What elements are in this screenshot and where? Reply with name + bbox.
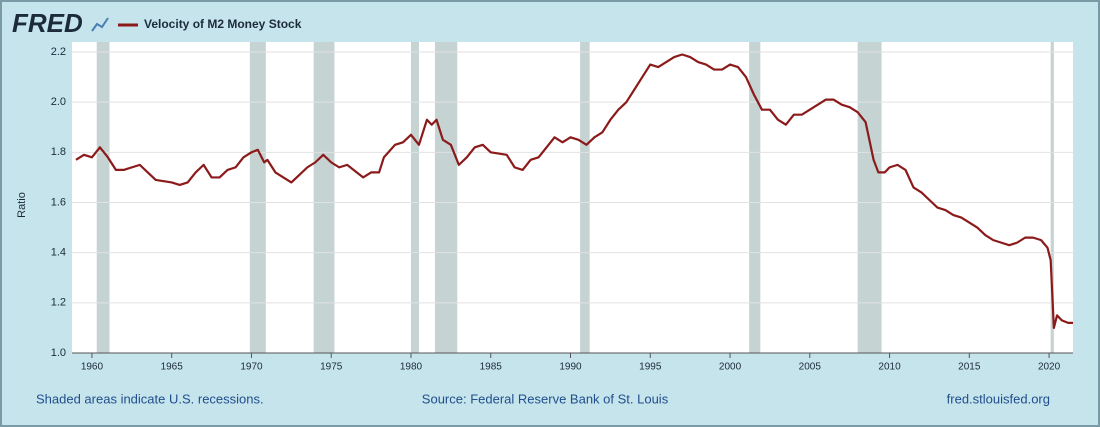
- x-tick-label: 2005: [799, 362, 822, 373]
- x-tick-label: 1995: [639, 362, 662, 373]
- recession-band: [249, 42, 266, 353]
- x-tick-label: 2000: [719, 362, 742, 373]
- data-layer: [75, 53, 1073, 330]
- y-tick-label: 2.2: [51, 46, 66, 58]
- x-tick-label: 2010: [878, 362, 901, 373]
- legend-label: Velocity of M2 Money Stock: [144, 17, 302, 31]
- grid-layer: 1.0 1.2 1.4 1.6 1.8 2.0 2.2 1960 1965 1970 1975 198…: [51, 46, 1073, 373]
- x-tick-label: 1975: [320, 362, 343, 373]
- recession-band: [580, 42, 590, 353]
- y-tick-label: 1.0: [51, 347, 66, 359]
- recession-band: [434, 42, 458, 353]
- x-tick-label: 2020: [1038, 362, 1061, 373]
- x-tick-label: 1960: [81, 362, 104, 373]
- x-tick-label: 1980: [400, 362, 423, 373]
- recession-band: [313, 42, 335, 353]
- y-tick-label: 2.0: [51, 96, 66, 108]
- x-tick-label: 2015: [958, 362, 981, 373]
- recession-layer: [96, 42, 1054, 353]
- site: fred.stlouisfed.org: [947, 391, 1050, 406]
- y-tick-label: 1.2: [51, 297, 66, 309]
- y-tick-label: 1.6: [51, 196, 66, 208]
- y-tick-label: 1.8: [51, 146, 66, 158]
- x-tick-label: 1990: [559, 362, 582, 373]
- x-tick-label: 1965: [161, 362, 184, 373]
- recession-band: [749, 42, 761, 353]
- recession-band: [410, 42, 419, 353]
- recession-band: [857, 42, 882, 353]
- recession-band: [1050, 42, 1054, 353]
- recession-band: [96, 42, 110, 353]
- x-tick-label: 1970: [240, 362, 263, 373]
- logo-icon: [91, 17, 109, 32]
- x-tick-label: 1985: [480, 362, 503, 373]
- note: Shaded areas indicate U.S. recessions.: [36, 391, 264, 406]
- logo: FRED: [12, 8, 83, 38]
- y-axis-label: Ratio: [16, 192, 28, 218]
- plot-area: [72, 42, 1073, 353]
- series-line: [75, 53, 1073, 330]
- source: Source: Federal Reserve Bank of St. Loui…: [422, 391, 669, 406]
- y-tick-label: 1.4: [51, 247, 66, 259]
